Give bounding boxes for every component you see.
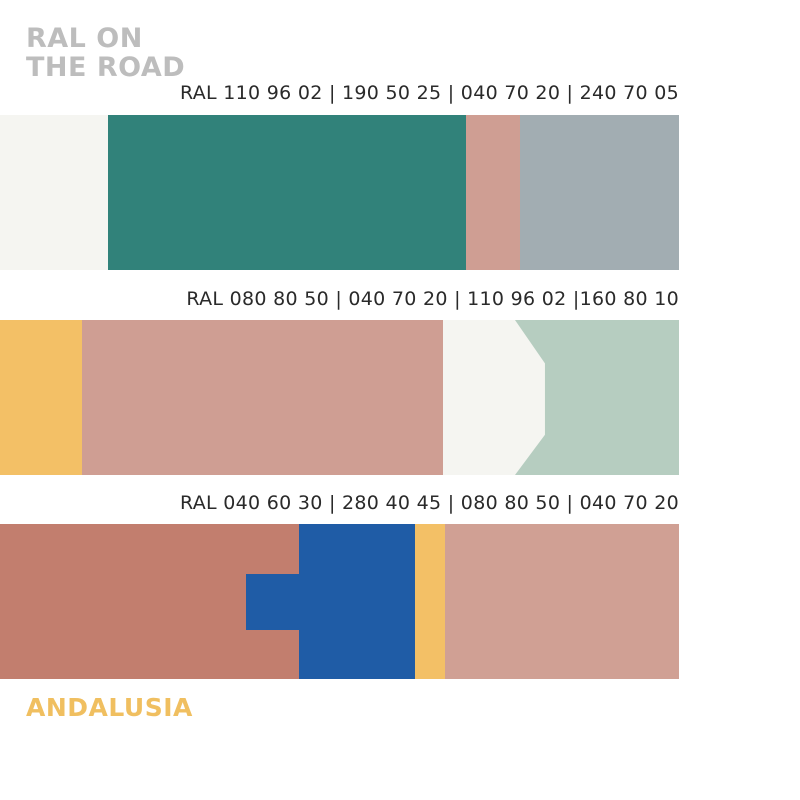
palette-2-swatch-2 — [82, 320, 443, 475]
palette-2-band — [0, 320, 679, 475]
palette-2-codes: RAL 080 80 50 | 040 70 20 | 110 96 02 |1… — [186, 288, 679, 310]
palette-1-codes: RAL 110 96 02 | 190 50 25 | 040 70 20 | … — [180, 82, 679, 104]
palette-1-swatch-4 — [520, 115, 679, 270]
palette-3-codes: RAL 040 60 30 | 280 40 45 | 080 80 50 | … — [180, 492, 679, 514]
palette-3-swatch-4 — [445, 524, 679, 679]
page-title: RAL ON THE ROAD — [26, 24, 185, 82]
palette-1-swatch-3 — [466, 115, 520, 270]
region-label: ANDALUSIA — [26, 693, 193, 722]
palette-1-swatch-1 — [0, 115, 108, 270]
palette-3-swatch-2-notch — [246, 574, 299, 630]
title-line-2: THE ROAD — [26, 52, 186, 83]
palette-3-band — [0, 524, 679, 679]
palette-1-band — [0, 115, 679, 270]
palette-3-swatch-2 — [299, 524, 415, 679]
palette-3-swatch-3 — [415, 524, 445, 679]
title-line-1: RAL ON — [26, 23, 143, 54]
palette-1-swatch-2 — [108, 115, 466, 270]
palette-2-swatch-1 — [0, 320, 82, 475]
